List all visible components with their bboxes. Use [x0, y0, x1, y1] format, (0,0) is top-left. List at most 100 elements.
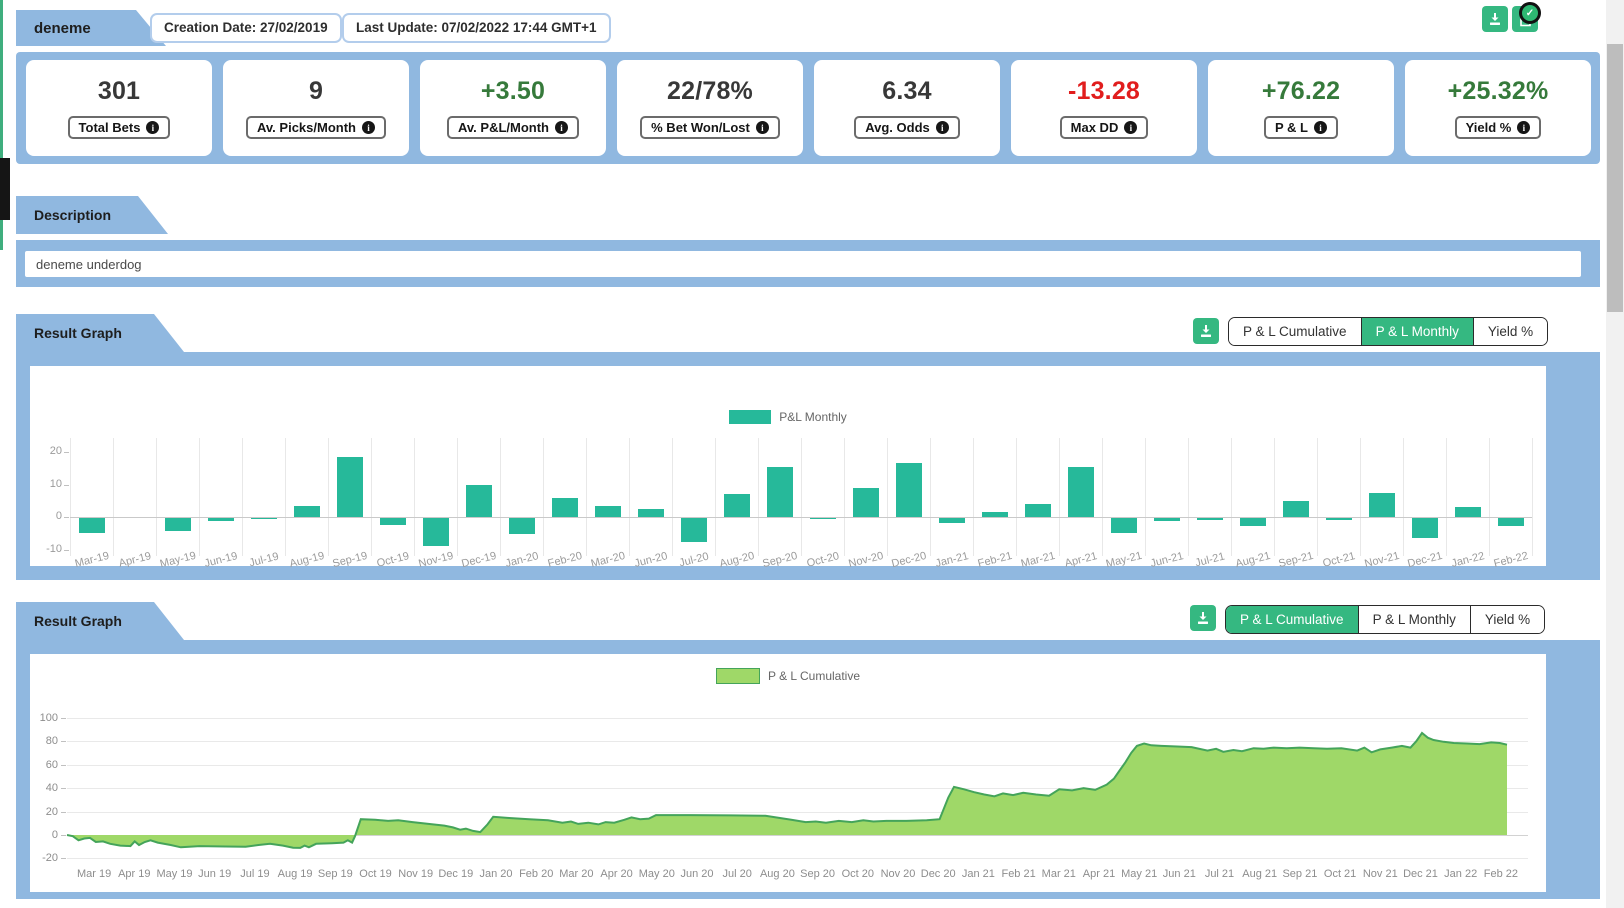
gridline [285, 438, 286, 556]
stat-label: Yield % [1465, 120, 1512, 135]
chart-legend[interactable]: P & L Cumulative [30, 668, 1546, 684]
bar-Jul-20[interactable] [680, 518, 707, 543]
bar-Jan-21[interactable] [938, 518, 965, 523]
gridline [1188, 438, 1189, 556]
x-axis-label: May 19 [156, 868, 193, 880]
result-graph-tab-1: Result Graph [16, 314, 184, 352]
chart-toggle-p-l-cumulative[interactable]: P & L Cumulative [1226, 606, 1358, 633]
bar-Jul-19[interactable] [250, 518, 277, 519]
y-tick-mark [61, 811, 66, 813]
bar-Aug-21[interactable] [1239, 518, 1266, 527]
chart-download-button-2[interactable] [1190, 605, 1216, 631]
legend-label: P&L Monthly [779, 410, 847, 424]
bar-Nov-20[interactable] [852, 487, 879, 518]
bar-Sep-19[interactable] [336, 456, 363, 517]
bar-Dec-21[interactable] [1411, 518, 1438, 538]
x-axis-label: Mar 19 [76, 868, 112, 880]
bar-Jun-20[interactable] [637, 508, 664, 517]
x-axis-label: Oct 20 [841, 868, 874, 880]
x-axis-label: Jul 20 [722, 868, 752, 880]
bar-Dec-20[interactable] [895, 463, 922, 517]
chart-toggle-p-l-monthly[interactable]: P & L Monthly [1360, 318, 1473, 345]
vertical-scrollbar[interactable] [1606, 0, 1624, 908]
x-axis-label: Jan 20 [479, 868, 513, 880]
info-icon[interactable]: i [1517, 121, 1531, 134]
chart-toggle-yield-%[interactable]: Yield % [1472, 318, 1548, 345]
stat-label: P & L [1275, 120, 1308, 135]
x-axis-label: Sep 21 [1282, 868, 1318, 880]
stat-label: Av. Picks/Month [257, 120, 356, 135]
gridline [371, 438, 372, 556]
x-axis-label: Jun 20 [680, 868, 714, 880]
info-icon[interactable]: i [935, 121, 949, 134]
chart-legend[interactable]: P&L Monthly [30, 410, 1546, 424]
description-input[interactable]: deneme underdog [25, 251, 1581, 277]
bar-Aug-19[interactable] [293, 505, 320, 517]
stat-value: +25.32% [1447, 77, 1549, 105]
x-axis-label: Oct 19 [359, 868, 392, 880]
y-tick-label: -20 [42, 852, 58, 865]
stat-card: +3.50 Av. P&L/Month i [420, 60, 606, 156]
gridline [586, 438, 587, 556]
bar-Nov-21[interactable] [1368, 492, 1395, 517]
bar-Mar-20[interactable] [594, 505, 621, 517]
x-axis-label: Apr 20 [600, 868, 633, 880]
bar-May-19[interactable] [164, 518, 191, 531]
download-button[interactable] [1482, 6, 1508, 32]
bar-Jan-22[interactable] [1454, 507, 1481, 518]
gridline [1360, 438, 1361, 556]
info-icon[interactable]: i [1314, 121, 1327, 134]
bar-Aug-20[interactable] [723, 494, 750, 518]
x-axis-label: Mar 21 [1041, 868, 1076, 880]
bar-Feb-21[interactable] [981, 512, 1008, 517]
info-icon[interactable]: i [361, 121, 375, 134]
chart-toggle-group-1: P & L Cumulative P & L Monthly Yield % [1228, 317, 1549, 346]
stat-label: Avg. Odds [865, 120, 930, 135]
x-axis-label: Dec 21 [1403, 868, 1438, 880]
bar-Oct-19[interactable] [379, 518, 406, 525]
gridline [70, 438, 71, 556]
stat-value: 22/78% [667, 77, 753, 105]
bar-Jul-21[interactable] [1196, 518, 1223, 520]
x-axis-label: May 20 [638, 868, 675, 880]
bar-Nov-19[interactable] [422, 518, 449, 546]
bar-Sep-20[interactable] [766, 466, 793, 517]
y-tick-mark [61, 741, 66, 743]
chart-toggle-yield-%[interactable]: Yield % [1469, 606, 1545, 633]
info-icon[interactable]: i [1124, 121, 1138, 134]
stat-label-pill: % Bet Won/Lost i [640, 116, 780, 139]
area-line [66, 731, 1508, 849]
bar-Feb-20[interactable] [551, 497, 578, 517]
info-icon[interactable]: i [555, 121, 568, 134]
download-icon [1201, 325, 1211, 337]
x-axis-label: Jul 19 [240, 868, 270, 880]
bar-Apr-21[interactable] [1067, 466, 1094, 517]
bar-Dec-19[interactable] [465, 484, 492, 517]
chart-toggle-p-l-monthly[interactable]: P & L Monthly [1357, 606, 1470, 633]
bar-Oct-20[interactable] [809, 518, 836, 519]
chart-download-button-1[interactable] [1193, 318, 1219, 344]
bar-Mar-21[interactable] [1024, 504, 1051, 517]
cumulative-area-plot [66, 731, 1508, 849]
bar-Mar-19[interactable] [78, 518, 105, 533]
y-tick-mark [61, 858, 66, 860]
bar-Jun-21[interactable] [1153, 518, 1180, 522]
bar-Oct-21[interactable] [1325, 518, 1352, 520]
chart-toggle-p-l-cumulative[interactable]: P & L Cumulative [1229, 318, 1361, 345]
stat-label: Total Bets [78, 120, 141, 135]
bar-Sep-21[interactable] [1282, 500, 1309, 518]
gridline [543, 438, 544, 556]
stat-value: 301 [97, 77, 141, 105]
bar-May-21[interactable] [1110, 518, 1137, 533]
y-tick-mark [61, 788, 66, 790]
y-tick-mark [61, 764, 66, 766]
bar-Jun-19[interactable] [207, 518, 234, 522]
result-graph-tab-2: Result Graph [16, 602, 184, 640]
info-icon[interactable]: i [146, 121, 160, 134]
scrollbar-thumb[interactable] [1607, 44, 1623, 312]
x-axis-label: Apr 21 [1082, 868, 1116, 880]
x-axis-label: May 21 [1121, 868, 1158, 880]
bar-Jan-20[interactable] [508, 518, 535, 535]
info-icon[interactable]: i [755, 121, 769, 134]
bar-Feb-22[interactable] [1497, 518, 1524, 527]
